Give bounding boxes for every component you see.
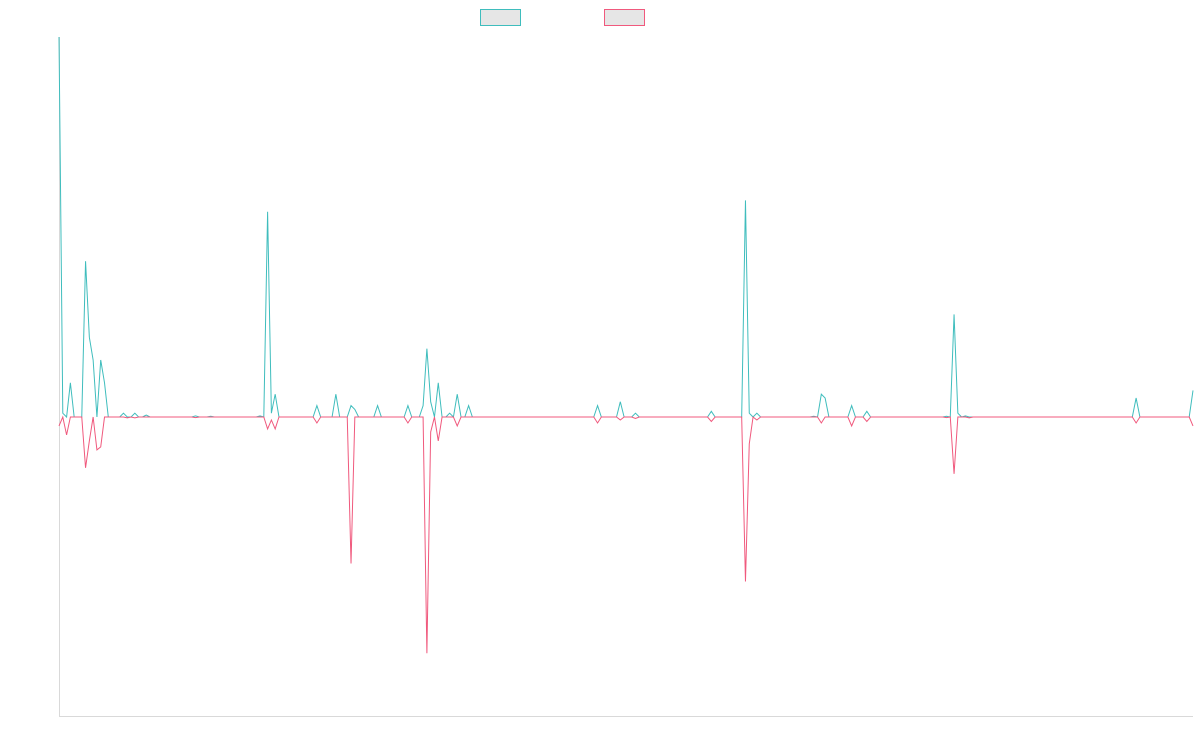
legend — [480, 9, 645, 26]
series-a-line — [58, 36, 1194, 419]
series-group — [58, 36, 1194, 654]
legend-swatch-series-a[interactable] — [480, 9, 521, 26]
legend-swatch-series-b[interactable] — [604, 9, 645, 26]
series-b-line — [58, 415, 1194, 654]
